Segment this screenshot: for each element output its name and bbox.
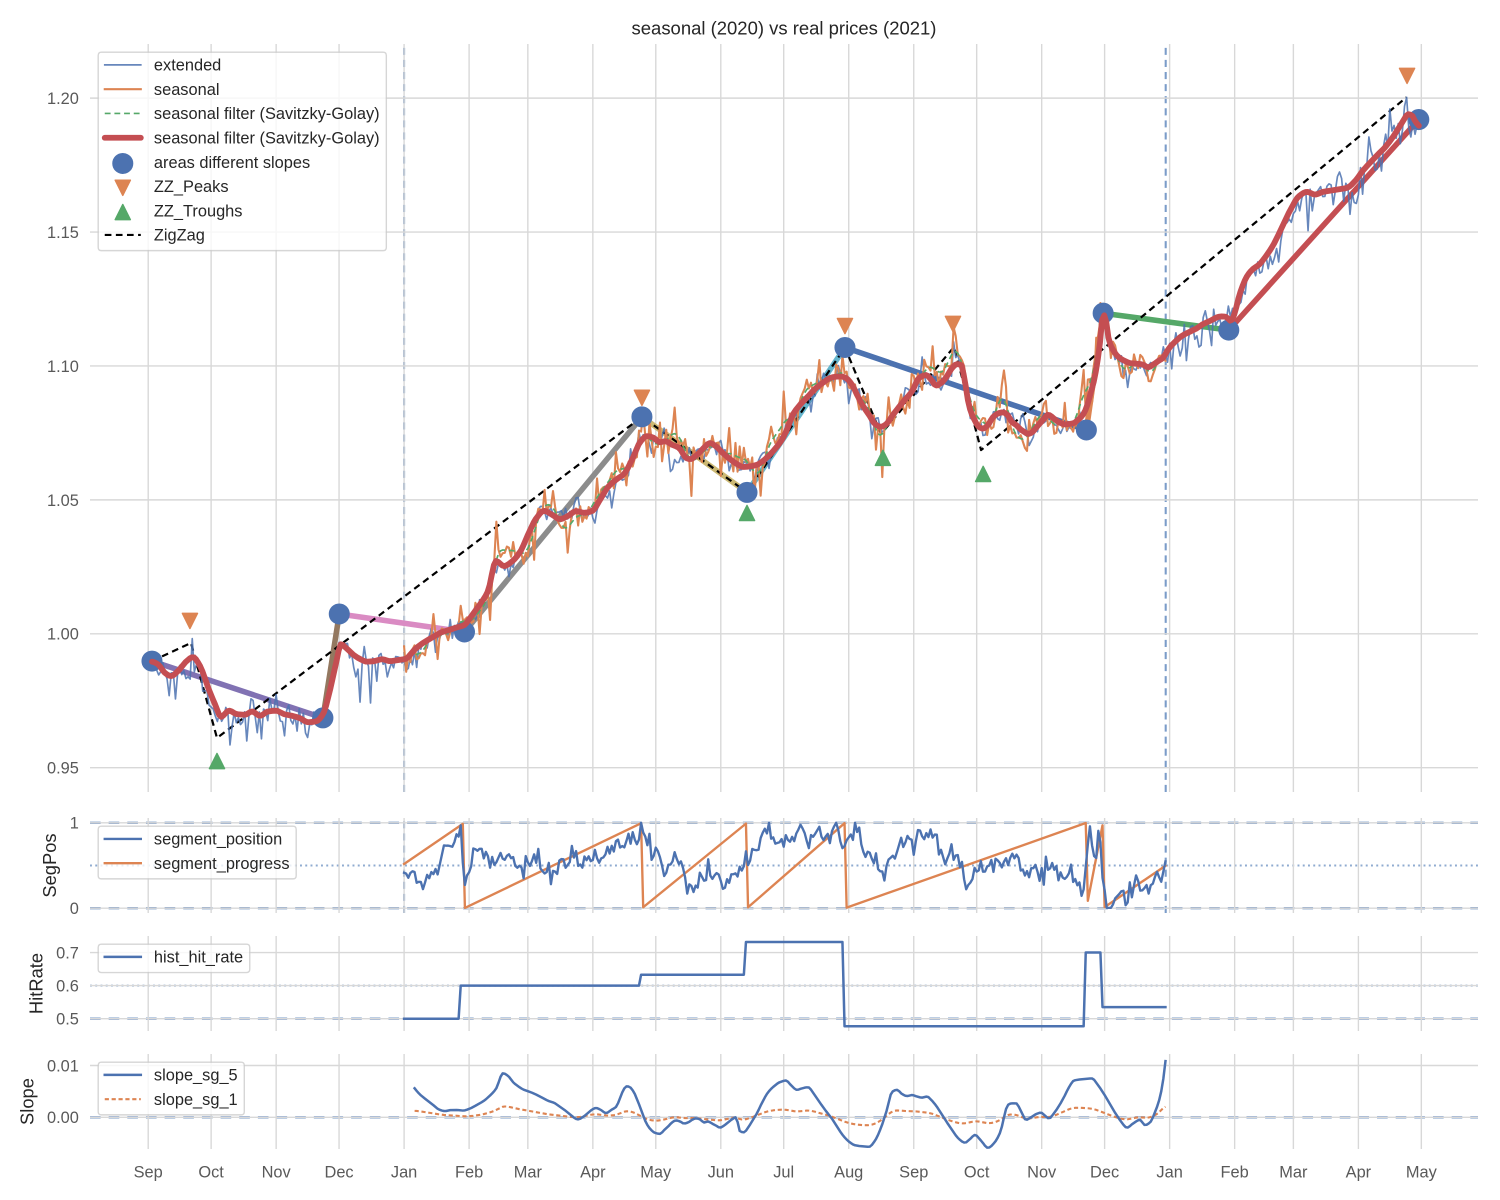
svg-text:Oct: Oct xyxy=(198,1164,224,1182)
svg-text:May: May xyxy=(640,1164,672,1182)
svg-text:HitRate: HitRate xyxy=(26,953,47,1014)
svg-text:Slope: Slope xyxy=(16,1078,37,1125)
svg-text:Aug: Aug xyxy=(834,1164,863,1182)
svg-text:slope_sg_1: slope_sg_1 xyxy=(154,1091,238,1109)
svg-text:extended: extended xyxy=(154,57,221,75)
svg-text:0.00: 0.00 xyxy=(47,1109,79,1127)
svg-text:1.00: 1.00 xyxy=(47,626,79,644)
svg-text:Jul: Jul xyxy=(773,1164,794,1182)
svg-text:Dec: Dec xyxy=(325,1164,354,1182)
svg-text:Jun: Jun xyxy=(708,1164,734,1182)
svg-text:ZZ_Peaks: ZZ_Peaks xyxy=(154,178,229,196)
svg-text:Dec: Dec xyxy=(1090,1164,1119,1182)
svg-text:Nov: Nov xyxy=(1027,1164,1057,1182)
svg-text:Apr: Apr xyxy=(580,1164,606,1182)
svg-text:ZigZag: ZigZag xyxy=(154,227,205,245)
svg-text:Oct: Oct xyxy=(964,1164,990,1182)
svg-text:Sep: Sep xyxy=(134,1164,163,1182)
svg-text:seasonal (2020) vs real prices: seasonal (2020) vs real prices (2021) xyxy=(632,17,937,38)
svg-text:Mar: Mar xyxy=(1279,1164,1308,1182)
svg-text:Sep: Sep xyxy=(899,1164,928,1182)
svg-text:areas different slopes: areas different slopes xyxy=(154,154,310,172)
svg-text:slope_sg_5: slope_sg_5 xyxy=(154,1067,238,1085)
svg-text:Apr: Apr xyxy=(1346,1164,1372,1182)
svg-text:0.01: 0.01 xyxy=(47,1057,79,1075)
svg-text:0.95: 0.95 xyxy=(47,760,79,778)
svg-text:Jan: Jan xyxy=(391,1164,417,1182)
svg-text:Nov: Nov xyxy=(262,1164,292,1182)
svg-text:0: 0 xyxy=(70,900,79,918)
svg-text:1.15: 1.15 xyxy=(47,224,79,242)
svg-text:SegPos: SegPos xyxy=(39,833,60,897)
svg-text:Jan: Jan xyxy=(1156,1164,1182,1182)
svg-text:hist_hit_rate: hist_hit_rate xyxy=(154,949,243,967)
svg-text:seasonal filter (Savitzky-Gola: seasonal filter (Savitzky-Golay) xyxy=(154,105,380,123)
svg-text:Mar: Mar xyxy=(514,1164,543,1182)
svg-text:Feb: Feb xyxy=(455,1164,483,1182)
svg-text:1: 1 xyxy=(70,815,79,833)
svg-text:1.05: 1.05 xyxy=(47,492,79,510)
svg-text:seasonal: seasonal xyxy=(154,81,220,99)
svg-text:0.7: 0.7 xyxy=(56,944,79,962)
svg-text:1.10: 1.10 xyxy=(47,358,79,376)
svg-text:seasonal filter (Savitzky-Gola: seasonal filter (Savitzky-Golay) xyxy=(154,130,380,148)
svg-text:Feb: Feb xyxy=(1221,1164,1249,1182)
svg-text:ZZ_Troughs: ZZ_Troughs xyxy=(154,202,243,220)
svg-text:segment_progress: segment_progress xyxy=(154,855,290,873)
svg-text:1.20: 1.20 xyxy=(47,90,79,108)
svg-text:May: May xyxy=(1406,1164,1438,1182)
svg-text:0.6: 0.6 xyxy=(56,978,79,996)
svg-text:0.5: 0.5 xyxy=(56,1011,79,1029)
svg-text:segment_position: segment_position xyxy=(154,831,282,849)
